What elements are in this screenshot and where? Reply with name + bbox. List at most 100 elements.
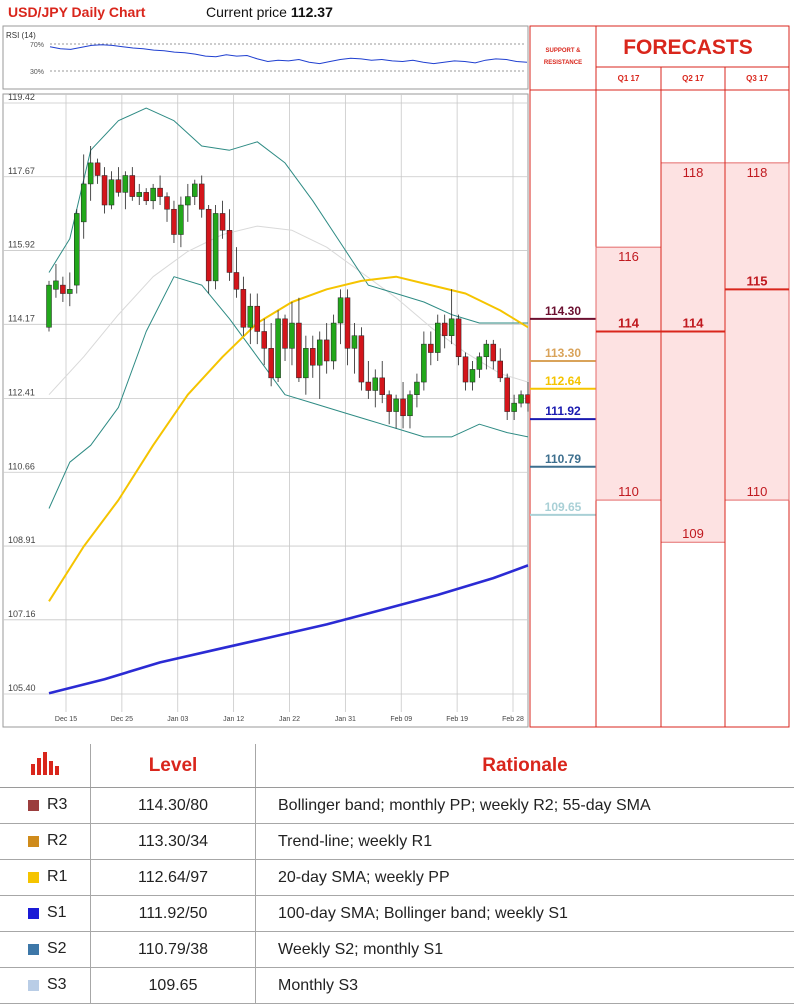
level-value: 114.30/80	[91, 788, 256, 824]
level-rationale: 20-day SMA; weekly PP	[256, 860, 794, 896]
x-tick-label: Jan 22	[279, 716, 300, 723]
candle-body	[303, 348, 308, 378]
x-tick-label: Dec 15	[55, 716, 77, 723]
sr-level-label: 110.79	[545, 452, 581, 466]
forecast-quarter: Q3 17	[746, 74, 768, 83]
level-name-cell: R3	[0, 788, 91, 824]
candle-body	[373, 378, 378, 391]
y-tick-label: 119.42	[8, 92, 35, 102]
level-rationale: Bollinger band; monthly PP; weekly R2; 5…	[256, 788, 794, 824]
candle-body	[324, 340, 329, 361]
level-color-swatch	[28, 980, 39, 991]
candle-body	[359, 336, 364, 382]
candle-body	[192, 184, 197, 197]
level-color-swatch	[28, 908, 39, 919]
candle-body	[317, 340, 322, 365]
sr-level-label: 112.64	[545, 374, 581, 388]
x-tick-label: Feb 28	[502, 716, 524, 723]
forecast-high: 118	[747, 165, 768, 180]
candle-body	[53, 281, 58, 289]
level-value: 113.30/34	[91, 824, 256, 860]
candle-body	[283, 319, 288, 349]
candle-body	[380, 378, 385, 395]
y-tick-label: 107.16	[8, 609, 36, 619]
x-tick-label: Feb 09	[390, 716, 412, 723]
forecast-range	[661, 163, 725, 542]
forecast-low: 109	[682, 526, 704, 541]
table-header-rationale: Rationale	[256, 744, 794, 788]
candle-body	[151, 188, 156, 201]
candle-body	[491, 344, 496, 361]
forecast-low: 110	[747, 484, 768, 499]
forecast-title: FORECASTS	[623, 36, 753, 59]
candle-body	[401, 399, 406, 416]
table-icon-cell	[0, 744, 91, 788]
candle-body	[123, 176, 128, 193]
candle-body	[505, 378, 510, 412]
candle-body	[227, 230, 232, 272]
level-value: 111.92/50	[91, 896, 256, 932]
forecast-high: 116	[618, 249, 639, 264]
candle-body	[241, 289, 246, 327]
candle-body	[109, 180, 114, 205]
candle-body	[95, 163, 100, 176]
candle-body	[498, 361, 503, 378]
level-name: S1	[47, 904, 67, 921]
level-name-cell: R1	[0, 860, 91, 896]
candle-body	[345, 298, 350, 349]
level-value: 109.65	[91, 968, 256, 1004]
level-name-cell: S3	[0, 968, 91, 1004]
y-tick-label: 108.91	[8, 535, 36, 545]
candle-body	[165, 197, 170, 210]
x-tick-label: Jan 31	[335, 716, 356, 723]
forecast-high: 118	[683, 165, 704, 180]
candle-body	[519, 395, 524, 403]
support-resistance-column: SUPPORT & RESISTANCE 114.30113.30112.641…	[530, 26, 596, 727]
level-name: R3	[47, 796, 67, 813]
sr-label-bottom: RESISTANCE	[544, 60, 582, 66]
candle-body	[407, 395, 412, 416]
candle-body	[130, 176, 135, 197]
candle-body	[289, 323, 294, 348]
candle-body	[269, 348, 274, 378]
level-rationale: 100-day SMA; Bollinger band; weekly S1	[256, 896, 794, 932]
level-name: S3	[47, 976, 67, 993]
candle-body	[60, 285, 65, 293]
candle-body	[262, 331, 267, 348]
level-name-cell: R2	[0, 824, 91, 860]
candle-body	[331, 323, 336, 361]
candle-body	[144, 192, 149, 200]
level-rationale: Weekly S2; monthly S1	[256, 932, 794, 968]
candle-body	[206, 209, 211, 281]
candle-body	[310, 348, 315, 365]
level-name: S2	[47, 940, 67, 957]
candle-body	[220, 213, 225, 230]
candle-body	[387, 395, 392, 412]
x-tick-label: Jan 03	[167, 716, 188, 723]
forecast-mid: 114	[618, 315, 640, 330]
x-tick-label: Feb 19	[446, 716, 468, 723]
forecast-low: 110	[618, 484, 639, 499]
candle-body	[213, 213, 218, 280]
candle-body	[421, 344, 426, 382]
y-tick-label: 112.41	[8, 388, 35, 398]
forecast-range	[725, 163, 789, 500]
candle-body	[366, 382, 371, 390]
level-value: 110.79/38	[91, 932, 256, 968]
candle-body	[67, 289, 72, 293]
forecast-quarter: Q1 17	[618, 74, 640, 83]
forecast-mid: 115	[747, 273, 768, 288]
candle-body	[477, 357, 482, 370]
candle-body	[276, 319, 281, 378]
candle-body	[394, 399, 399, 412]
candle-body	[414, 382, 419, 395]
candle-body	[428, 344, 433, 352]
candle-body	[470, 369, 475, 382]
